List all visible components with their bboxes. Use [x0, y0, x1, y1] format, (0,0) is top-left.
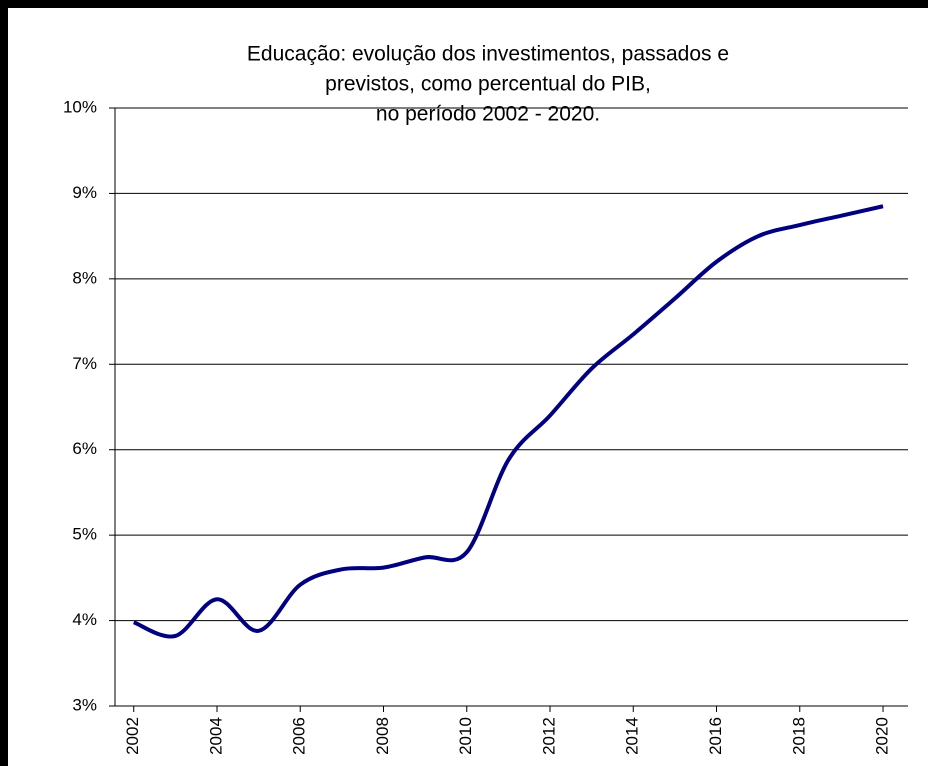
x-tick-label: 2012 [539, 717, 558, 755]
y-tick-label: 10% [63, 97, 97, 116]
x-tick-label: 2002 [123, 717, 142, 755]
chart-title: no período 2002 - 2020. [376, 103, 600, 126]
x-tick-label: 2006 [290, 717, 309, 755]
x-tick-label: 2004 [206, 717, 225, 755]
x-tick-label: 2020 [873, 717, 892, 755]
y-tick-label: 6% [72, 439, 97, 458]
y-tick-label: 5% [72, 525, 97, 544]
x-tick-label: 2018 [789, 717, 808, 755]
x-tick-label: 2016 [706, 717, 725, 755]
y-tick-label: 8% [72, 268, 97, 287]
y-tick-label: 3% [72, 695, 97, 714]
data-line [132, 204, 884, 639]
y-tick-label: 7% [72, 354, 97, 373]
y-tick-label: 4% [72, 610, 97, 629]
chart-title: previstos, como percentual do PIB, [325, 73, 651, 96]
x-tick-label: 2010 [456, 717, 475, 755]
chart-title: Educação: evolução dos investimentos, pa… [247, 43, 729, 66]
x-tick-label: 2014 [623, 717, 642, 755]
x-tick-label: 2008 [373, 717, 392, 755]
y-tick-label: 9% [72, 183, 97, 202]
plot-area: 3% 4% 5% 6% 7% 8% 9% 10% 2002 2004 2006 2008 2010 201… [63, 97, 908, 755]
